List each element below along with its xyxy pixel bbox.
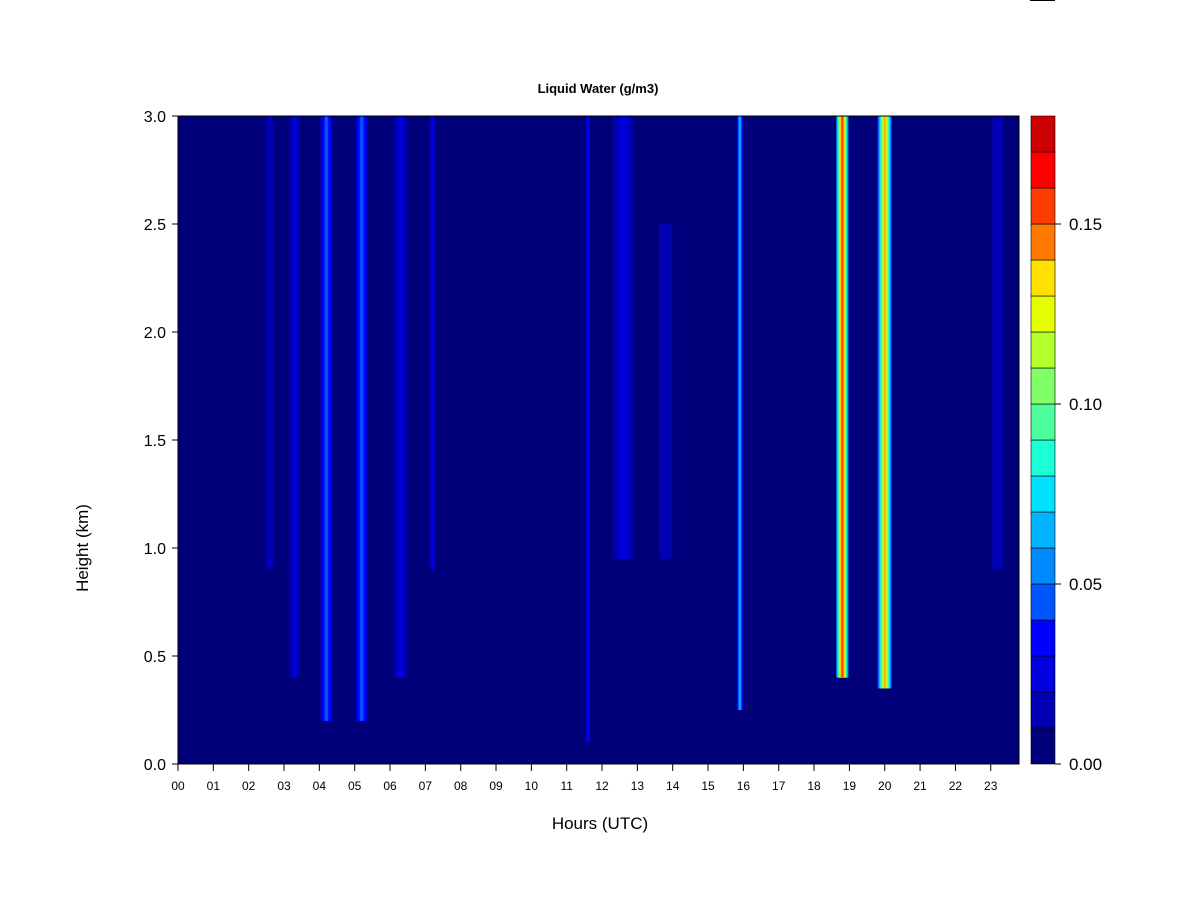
x-axis: 00 01 02 03 04 05 06 07 08 09 10 11 12 13 14 15 16 17 18 19… (171, 764, 998, 793)
heatmap-feature (736, 116, 744, 710)
heatmap-feature (988, 116, 1007, 570)
heatmap-feature (877, 116, 892, 689)
x-tick-label: 17 (772, 779, 786, 793)
heatmap-feature (836, 116, 849, 678)
colorbar-bin (1030, 403, 1056, 441)
heatmap-feature (287, 116, 302, 678)
colorbar-bin (1030, 331, 1056, 369)
x-tick-label: 03 (277, 779, 291, 793)
colorbar-bin (1030, 115, 1056, 153)
colorbar-tick-label: 0.10 (1069, 395, 1102, 414)
colorbar-tick-label: 0.15 (1069, 215, 1102, 234)
colorbar-bin (1030, 727, 1056, 765)
colorbar-bin (1030, 547, 1056, 585)
y-tick-label: 1.0 (144, 541, 166, 558)
colorbar-tick-label: 0.00 (1069, 755, 1102, 774)
y-tick-label: 0.5 (144, 649, 166, 666)
y-tick-label: 2.5 (144, 217, 166, 234)
heatmap-background (178, 116, 1019, 764)
heatmap-cell (996, 116, 999, 570)
heatmap-feature (355, 116, 368, 721)
colorbar: 0.00 0.05 0.10 0.15 (1030, 115, 1102, 774)
x-tick-label: 01 (207, 779, 221, 793)
colorbar-bin (1030, 439, 1056, 477)
heatmap-feature (655, 224, 677, 559)
x-tick-label: 07 (419, 779, 433, 793)
x-tick-label: 15 (701, 779, 715, 793)
chart-title: Liquid Water (g/m3) (538, 81, 659, 96)
x-tick-label: 20 (878, 779, 892, 793)
heatmap-cell (587, 116, 589, 743)
heatmap-feature (320, 116, 333, 721)
x-tick-label: 19 (843, 779, 857, 793)
heatmap-cell (739, 116, 741, 710)
heatmap-feature (259, 116, 281, 570)
colorbar-bin (1030, 367, 1056, 405)
x-tick-label: 23 (984, 779, 998, 793)
heatmap-cell (841, 116, 844, 678)
heatmap-cell (360, 116, 363, 721)
y-tick-label: 3.0 (144, 109, 166, 126)
colorbar-bin (1030, 295, 1056, 333)
heatmap-cell (325, 116, 328, 721)
x-tick-label: 02 (242, 779, 256, 793)
x-tick-label: 14 (666, 779, 680, 793)
colorbar-tick-label: 0.05 (1069, 575, 1102, 594)
colorbar-bin (1030, 259, 1056, 297)
x-tick-label: 04 (313, 779, 327, 793)
x-tick-label: 00 (171, 779, 185, 793)
colorbar-bin (1030, 511, 1056, 549)
x-tick-label: 12 (595, 779, 609, 793)
x-tick-label: 18 (807, 779, 821, 793)
heatmap-area (178, 116, 1019, 764)
colorbar-bin (1030, 583, 1056, 621)
heatmap-cell (268, 116, 272, 570)
heatmap-cell (431, 116, 433, 570)
x-tick-label: 06 (383, 779, 397, 793)
x-tick-label: 16 (737, 779, 751, 793)
colorbar-bin (1030, 655, 1056, 693)
y-axis-title: Height (km) (73, 504, 92, 592)
x-tick-label: 21 (913, 779, 927, 793)
heatmap-feature (609, 116, 638, 559)
x-axis-title: Hours (UTC) (552, 814, 648, 833)
y-tick-label: 0.0 (144, 757, 166, 774)
heatmap-cell (664, 224, 667, 559)
x-tick-label: 05 (348, 779, 362, 793)
colorbar-bin (1030, 475, 1056, 513)
colorbar-bin (1030, 691, 1056, 729)
heatmap-cell (293, 116, 296, 678)
heatmap-feature (585, 116, 591, 743)
colorbar-bin (1030, 223, 1056, 261)
x-tick-label: 13 (631, 779, 645, 793)
x-tick-label: 09 (489, 779, 503, 793)
y-tick-label: 2.0 (144, 325, 166, 342)
heatmap-cell (399, 116, 402, 678)
heatmap-cell (883, 116, 886, 689)
x-tick-label: 22 (949, 779, 963, 793)
y-axis: 0.0 0.5 1.0 1.5 2.0 2.5 3.0 (144, 109, 178, 774)
corner-mark (1030, 0, 1055, 1)
x-tick-label: 08 (454, 779, 468, 793)
colorbar-bin (1030, 619, 1056, 657)
heatmap-cell (621, 116, 626, 559)
colorbar-bin (1030, 187, 1056, 225)
y-tick-label: 1.5 (144, 433, 166, 450)
x-tick-label: 11 (560, 779, 573, 793)
colorbar-bin (1030, 151, 1056, 189)
heatmap-feature (428, 116, 436, 570)
x-tick-label: 10 (525, 779, 539, 793)
heatmap-feature (391, 116, 410, 678)
